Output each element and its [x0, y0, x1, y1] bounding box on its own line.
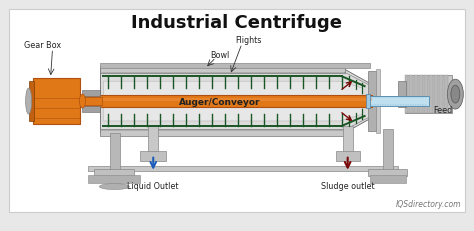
Bar — [434, 76, 438, 113]
Bar — [404, 76, 409, 113]
Bar — [28, 82, 34, 122]
Bar — [429, 76, 433, 113]
Bar — [370, 175, 405, 183]
Bar — [82, 91, 100, 97]
Bar — [73, 99, 372, 102]
Ellipse shape — [451, 86, 460, 104]
Bar — [368, 97, 429, 106]
Bar — [89, 175, 140, 183]
Bar — [368, 169, 408, 176]
Bar — [383, 129, 392, 171]
Bar — [336, 151, 360, 161]
Bar — [410, 76, 413, 113]
Ellipse shape — [80, 95, 85, 109]
Text: IQSdirectory.com: IQSdirectory.com — [396, 200, 461, 209]
Bar — [445, 76, 448, 113]
Text: Industrial Centrifuge: Industrial Centrifuge — [131, 13, 343, 31]
Text: Gear Box: Gear Box — [24, 41, 61, 50]
Bar — [140, 151, 166, 161]
Bar — [414, 76, 419, 113]
Text: Flights: Flights — [235, 36, 261, 45]
Bar — [100, 129, 345, 136]
Polygon shape — [100, 70, 370, 133]
Bar — [89, 166, 398, 171]
Bar — [439, 76, 443, 113]
Bar — [148, 126, 158, 153]
Ellipse shape — [26, 89, 32, 115]
Bar — [81, 98, 102, 106]
Bar — [404, 76, 452, 113]
Ellipse shape — [100, 184, 129, 190]
Text: Bowl: Bowl — [210, 51, 230, 60]
Text: Sludge outlet: Sludge outlet — [321, 181, 374, 190]
Bar — [9, 10, 465, 213]
Bar — [424, 76, 428, 113]
Bar — [100, 67, 345, 74]
Ellipse shape — [447, 80, 463, 109]
Text: Liquid Outlet: Liquid Outlet — [128, 181, 179, 190]
Bar — [73, 96, 372, 108]
Bar — [398, 82, 405, 108]
Bar — [94, 169, 134, 176]
Text: Auger/Conveyor: Auger/Conveyor — [179, 97, 261, 106]
Bar — [110, 133, 120, 171]
Bar — [343, 126, 353, 153]
Bar — [33, 79, 81, 125]
Bar — [375, 70, 380, 133]
Bar — [82, 106, 100, 112]
Polygon shape — [103, 82, 363, 122]
Bar — [368, 72, 375, 131]
Bar — [365, 95, 370, 109]
Text: Feed: Feed — [433, 105, 453, 114]
Bar — [419, 76, 423, 113]
Bar — [100, 64, 370, 69]
